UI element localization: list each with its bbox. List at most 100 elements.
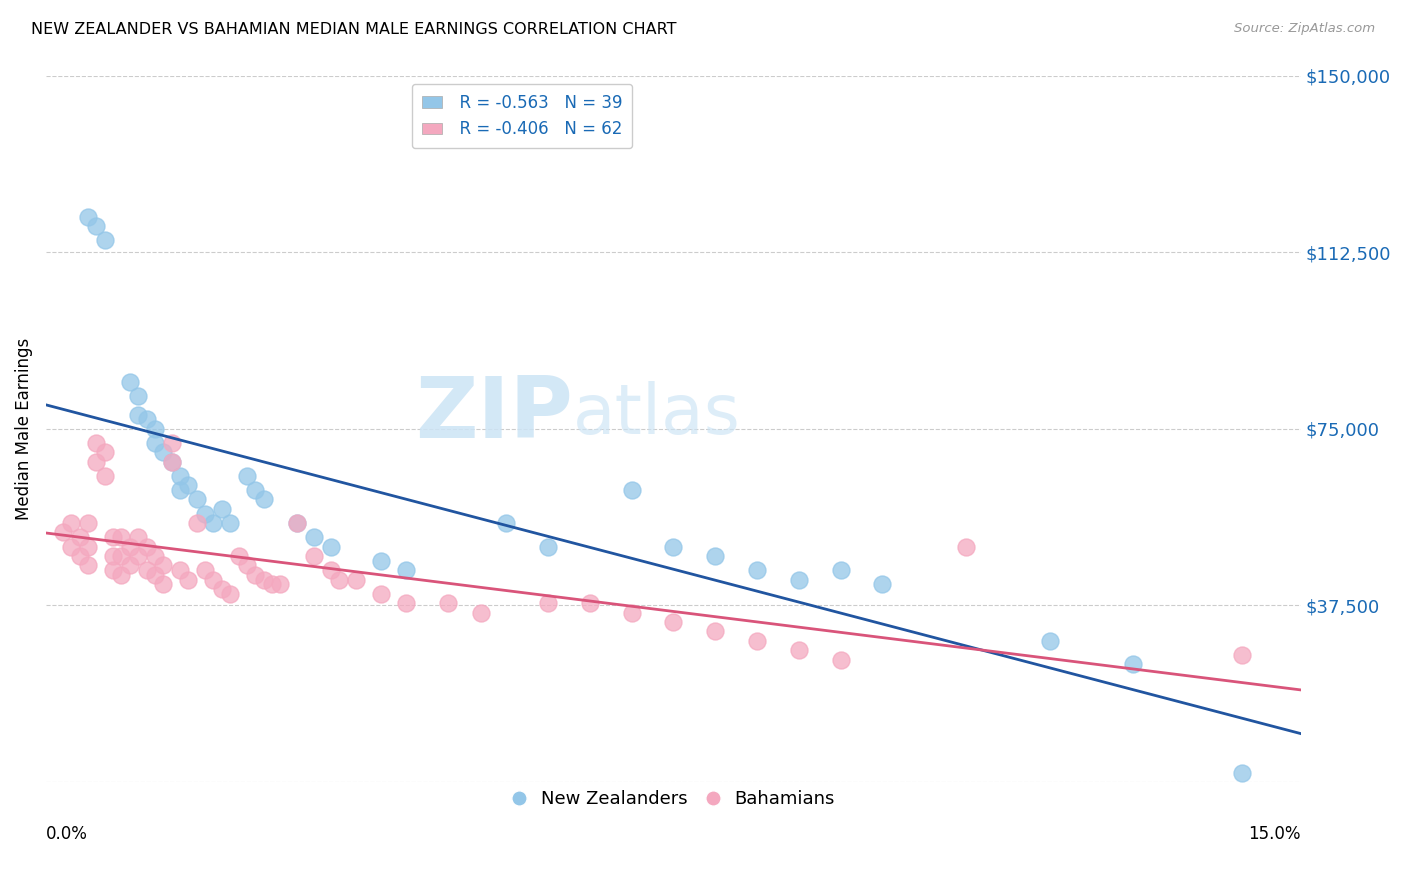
Point bbox=[245, 483, 267, 497]
Point bbox=[135, 540, 157, 554]
Point bbox=[169, 469, 191, 483]
Point bbox=[370, 554, 392, 568]
Point bbox=[370, 587, 392, 601]
Point bbox=[328, 573, 350, 587]
Point bbox=[169, 483, 191, 497]
Point bbox=[219, 516, 242, 530]
Text: atlas: atlas bbox=[574, 381, 741, 448]
Point bbox=[245, 567, 267, 582]
Text: Source: ZipAtlas.com: Source: ZipAtlas.com bbox=[1234, 22, 1375, 36]
Point bbox=[1122, 657, 1144, 672]
Point bbox=[1230, 648, 1253, 662]
Point bbox=[537, 540, 560, 554]
Point bbox=[228, 549, 250, 563]
Point bbox=[302, 530, 325, 544]
Point bbox=[160, 455, 183, 469]
Point bbox=[186, 492, 208, 507]
Point bbox=[285, 516, 308, 530]
Point bbox=[202, 516, 225, 530]
Point bbox=[260, 577, 283, 591]
Point bbox=[662, 540, 685, 554]
Point bbox=[127, 530, 149, 544]
Point bbox=[177, 478, 200, 492]
Point bbox=[253, 492, 276, 507]
Point bbox=[537, 596, 560, 610]
Point bbox=[101, 549, 124, 563]
Point bbox=[160, 436, 183, 450]
Point bbox=[93, 469, 115, 483]
Point bbox=[135, 412, 157, 426]
Point bbox=[620, 483, 643, 497]
Text: 0.0%: 0.0% bbox=[46, 824, 89, 843]
Y-axis label: Median Male Earnings: Median Male Earnings bbox=[15, 338, 32, 520]
Point bbox=[704, 624, 727, 639]
Point bbox=[169, 563, 191, 577]
Point bbox=[152, 445, 174, 459]
Point bbox=[86, 436, 108, 450]
Point bbox=[219, 587, 242, 601]
Point bbox=[830, 563, 852, 577]
Legend: New Zealanders, Bahamians: New Zealanders, Bahamians bbox=[505, 783, 842, 815]
Point bbox=[118, 540, 141, 554]
Point bbox=[395, 563, 418, 577]
Point bbox=[101, 530, 124, 544]
Point bbox=[86, 219, 108, 234]
Point bbox=[93, 233, 115, 247]
Point bbox=[160, 455, 183, 469]
Point bbox=[302, 549, 325, 563]
Point bbox=[436, 596, 458, 610]
Text: 15.0%: 15.0% bbox=[1249, 824, 1301, 843]
Point bbox=[236, 469, 259, 483]
Point bbox=[77, 210, 100, 224]
Point bbox=[77, 540, 100, 554]
Point bbox=[118, 375, 141, 389]
Point bbox=[578, 596, 600, 610]
Point bbox=[143, 436, 166, 450]
Point bbox=[236, 558, 259, 573]
Point bbox=[745, 633, 768, 648]
Point bbox=[60, 540, 83, 554]
Point bbox=[620, 606, 643, 620]
Point bbox=[77, 558, 100, 573]
Point bbox=[110, 549, 132, 563]
Point bbox=[662, 615, 685, 629]
Point bbox=[211, 502, 233, 516]
Point bbox=[118, 558, 141, 573]
Point bbox=[127, 549, 149, 563]
Point bbox=[872, 577, 894, 591]
Point bbox=[955, 540, 977, 554]
Point bbox=[69, 530, 91, 544]
Point bbox=[69, 549, 91, 563]
Point bbox=[60, 516, 83, 530]
Point bbox=[52, 525, 75, 540]
Point bbox=[143, 549, 166, 563]
Point bbox=[1230, 765, 1253, 780]
Point bbox=[110, 530, 132, 544]
Point bbox=[202, 573, 225, 587]
Point bbox=[135, 563, 157, 577]
Point bbox=[211, 582, 233, 596]
Point bbox=[830, 653, 852, 667]
Point bbox=[127, 389, 149, 403]
Point bbox=[470, 606, 492, 620]
Point bbox=[194, 507, 217, 521]
Point bbox=[285, 516, 308, 530]
Point bbox=[152, 558, 174, 573]
Point bbox=[177, 573, 200, 587]
Point bbox=[143, 422, 166, 436]
Point bbox=[319, 540, 342, 554]
Text: ZIP: ZIP bbox=[415, 373, 574, 456]
Point bbox=[787, 643, 810, 657]
Point bbox=[344, 573, 367, 587]
Point bbox=[787, 573, 810, 587]
Point bbox=[86, 455, 108, 469]
Point bbox=[127, 408, 149, 422]
Point bbox=[495, 516, 517, 530]
Text: NEW ZEALANDER VS BAHAMIAN MEDIAN MALE EARNINGS CORRELATION CHART: NEW ZEALANDER VS BAHAMIAN MEDIAN MALE EA… bbox=[31, 22, 676, 37]
Point bbox=[704, 549, 727, 563]
Point bbox=[77, 516, 100, 530]
Point bbox=[101, 563, 124, 577]
Point bbox=[186, 516, 208, 530]
Point bbox=[93, 445, 115, 459]
Point bbox=[194, 563, 217, 577]
